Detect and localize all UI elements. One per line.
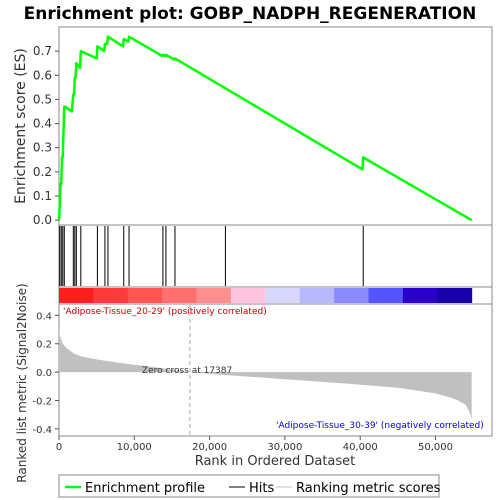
legend-enrichment-label: Enrichment profile [85,481,205,496]
metric-x-tick-label: 0 [56,442,62,453]
chart-title: Enrichment plot: GOBP_NADPH_REGENERATION [24,4,477,24]
heatmap-cell [437,288,473,303]
heatmap-cell [162,288,198,303]
legend-hits-label: Hits [249,481,274,496]
negative-label: 'Adipose-Tissue_30-39' (negatively corre… [276,421,484,431]
legend: Enrichment profile Hits Ranking metric s… [58,474,441,498]
metric-x-tick-label: 50,000 [418,442,453,453]
es-y-axis: 0.0 0.1 0.2 0.3 0.4 0.5 0.6 0.7 [33,44,59,227]
es-y-tick-label: 0.0 [33,213,52,227]
hits-panel [58,224,493,288]
metric-y-tick-label: 0.2 [36,340,52,351]
es-y-tick-label: 0.7 [33,44,52,58]
metric-x-tick-label: 10,000 [117,442,152,453]
heatmap-cell [368,288,404,303]
legend-metric-label: Ranking metric scores [296,481,441,496]
heatmap-cell [334,288,370,303]
es-y-tick-label: 0.1 [33,189,52,203]
metric-y-tick-label: -0.4 [32,425,52,436]
heatmap-cell [93,288,129,303]
es-y-tick-label: 0.6 [33,68,52,82]
es-y-tick-label: 0.2 [33,165,52,179]
metric-x-axis-label: Rank in Ordered Dataset [195,454,356,469]
metric-x-tick-label: 20,000 [192,442,227,453]
heatmap-cell [230,288,266,303]
metric-area [59,329,472,419]
heatmap-cell [402,288,438,303]
heatmap-cell [196,288,232,303]
es-y-axis-label: Enrichment score (ES) [13,48,29,204]
metric-y-tick-label: 0.0 [36,368,52,379]
positive-label: 'Adipose-Tissue_20-29' (positively corre… [63,307,267,317]
es-y-tick-label: 0.5 [33,92,52,106]
heatmap-cell [127,288,163,303]
heatmap-cell [265,288,301,303]
metric-y-axis: -0.4 -0.2 0.0 0.2 0.4 [32,311,59,436]
metric-y-tick-label: -0.2 [32,397,52,408]
zero-cross-label: Zero cross at 17387 [142,366,232,376]
metric-y-tick-label: 0.4 [36,311,52,322]
es-plot-frame [58,26,493,226]
metric-y-axis-label: Ranked list metric (Signal2Noise) [15,283,29,482]
heatmap-cells [59,288,473,303]
metric-x-tick-label: 30,000 [267,442,302,453]
heatmap-cell [299,288,335,303]
es-y-tick-label: 0.3 [33,141,52,155]
metric-x-tick-label: 40,000 [343,442,378,453]
ranking-heatmap [58,286,493,305]
es-panel: 0.0 0.1 0.2 0.3 0.4 0.5 0.6 0.7 Enrichment scor… [13,26,493,227]
hits-marks [59,226,364,286]
metric-x-axis: 0 10,000 20,000 30,000 40,000 50,000 [56,436,453,453]
metric-panel: Zero cross at 17387 'Adipose-Tissue_20-2… [15,283,493,483]
heatmap-cell [59,288,94,303]
es-series-line [57,35,473,222]
es-y-tick-label: 0.4 [33,117,52,131]
legend-box [58,474,440,498]
